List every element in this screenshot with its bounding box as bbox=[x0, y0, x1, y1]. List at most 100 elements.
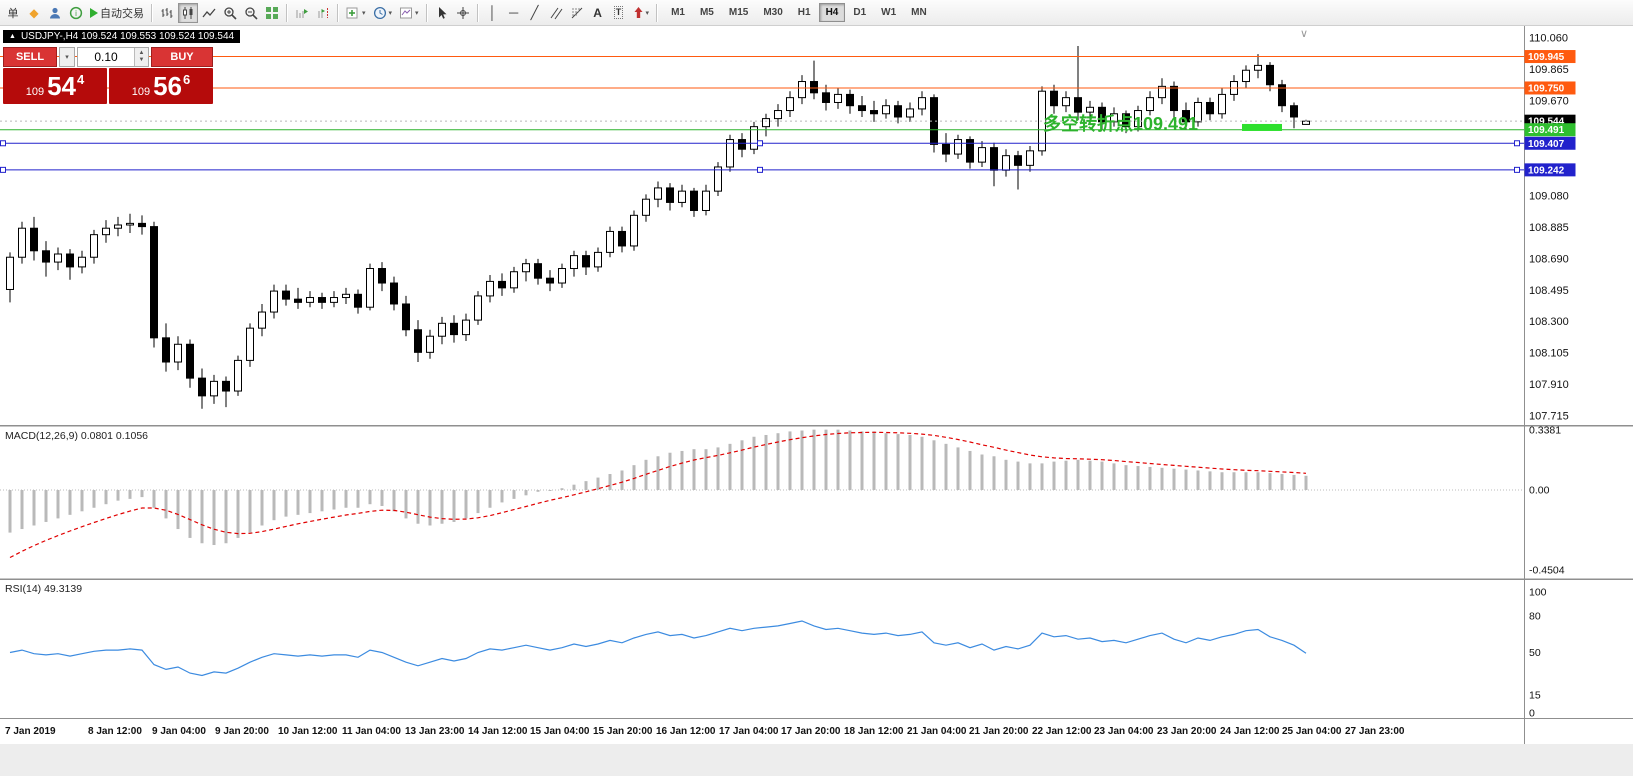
svg-text:27 Jan 23:00: 27 Jan 23:00 bbox=[1345, 726, 1405, 737]
autotrading-label: 自动交易 bbox=[100, 7, 144, 20]
line-chart-button[interactable] bbox=[199, 3, 219, 23]
rsi-pane: 100 80 50 15 0 bbox=[9, 587, 1547, 720]
timeframe-m15[interactable]: M15 bbox=[722, 3, 755, 22]
svg-text:25 Jan 04:00: 25 Jan 04:00 bbox=[1282, 726, 1342, 737]
candlestick-icon bbox=[183, 6, 193, 19]
new-order-button[interactable]: 单 bbox=[3, 3, 23, 23]
chart-shift-button[interactable] bbox=[313, 3, 333, 23]
timeframe-h4[interactable]: H4 bbox=[818, 3, 846, 22]
zoom-out-button[interactable] bbox=[241, 3, 261, 23]
clock-icon bbox=[373, 6, 386, 19]
svg-text:109.750: 109.750 bbox=[1528, 83, 1565, 94]
volume-field: ▲ ▼ bbox=[77, 47, 149, 67]
market-watch-button[interactable]: ◆ bbox=[24, 3, 44, 23]
svg-text:109.491: 109.491 bbox=[1528, 125, 1565, 136]
timeframe-m5[interactable]: M5 bbox=[693, 3, 721, 22]
symbol-collapse-icon[interactable]: ▲ bbox=[9, 33, 16, 40]
sell-button[interactable]: SELL bbox=[3, 47, 57, 67]
arrows-tool-button[interactable]: ▾ bbox=[630, 3, 653, 23]
svg-text:108.105: 108.105 bbox=[1529, 348, 1569, 360]
bid-pipette: 4 bbox=[77, 72, 85, 87]
timeframe-w1[interactable]: W1 bbox=[874, 3, 903, 22]
horizontal-line-tool-button[interactable]: ─ bbox=[504, 3, 524, 23]
svg-text:8 Jan 12:00: 8 Jan 12:00 bbox=[88, 726, 142, 737]
templates-button[interactable]: ▾ bbox=[396, 3, 422, 23]
bid-big-figure: 109 bbox=[25, 86, 45, 98]
info-button[interactable]: i bbox=[66, 3, 86, 23]
svg-text:50: 50 bbox=[1529, 647, 1541, 659]
text-label-icon: T bbox=[613, 6, 624, 19]
zoom-in-button[interactable] bbox=[220, 3, 240, 23]
text-label-tool-button[interactable]: T bbox=[609, 3, 629, 23]
fibonacci-tool-button[interactable] bbox=[567, 3, 587, 23]
volume-stepper[interactable]: ▲ ▼ bbox=[134, 48, 148, 66]
trendline-icon: ╱ bbox=[530, 5, 539, 20]
svg-text:15 Jan 04:00: 15 Jan 04:00 bbox=[530, 726, 590, 737]
caret-down-icon: ▾ bbox=[415, 9, 419, 17]
text-tool-button[interactable]: A bbox=[588, 3, 608, 23]
svg-text:109.080: 109.080 bbox=[1529, 190, 1569, 202]
toolbar: 单 ◆ i 自动交易 bbox=[0, 0, 1633, 26]
trendline-tool-button[interactable]: ╱ bbox=[525, 3, 545, 23]
tile-windows-button[interactable] bbox=[262, 3, 282, 23]
bar-chart-icon bbox=[161, 7, 173, 18]
timeframe-h1[interactable]: H1 bbox=[791, 3, 818, 22]
bar-chart-button[interactable] bbox=[157, 3, 177, 23]
toolbar-separator bbox=[425, 3, 428, 22]
svg-text:17 Jan 04:00: 17 Jan 04:00 bbox=[719, 726, 779, 737]
bid-price-display[interactable]: 109 54 4 bbox=[3, 68, 107, 104]
rsi-line bbox=[9, 620, 1307, 677]
auto-scroll-icon bbox=[296, 8, 308, 18]
timeframe-d1[interactable]: D1 bbox=[846, 3, 873, 22]
volume-input[interactable] bbox=[78, 48, 134, 66]
template-icon bbox=[400, 7, 413, 18]
order-options-button[interactable]: ▾ bbox=[59, 47, 75, 67]
caret-down-icon: ▾ bbox=[645, 9, 650, 17]
stepper-up-icon[interactable]: ▲ bbox=[138, 50, 145, 57]
toolbar-separator bbox=[476, 3, 479, 22]
horizontal-lines[interactable] bbox=[0, 56, 1524, 173]
price-axis[interactable]: 110.060 109.865 109.670 109.080 108.885 108.6… bbox=[1524, 33, 1576, 423]
ask-big-figure: 109 bbox=[131, 86, 151, 98]
timeframe-m30[interactable]: M30 bbox=[756, 3, 789, 22]
caret-down-icon: ▾ bbox=[65, 54, 69, 61]
svg-text:11 Jan 04:00: 11 Jan 04:00 bbox=[342, 726, 401, 737]
svg-text:108.495: 108.495 bbox=[1529, 285, 1569, 297]
channel-tool-button[interactable] bbox=[546, 3, 566, 23]
buy-button[interactable]: BUY bbox=[151, 47, 213, 67]
vertical-line-tool-button[interactable]: │ bbox=[483, 3, 503, 23]
svg-text:7 Jan 2019: 7 Jan 2019 bbox=[5, 726, 56, 737]
svg-text:107.910: 107.910 bbox=[1529, 379, 1569, 391]
timeframe-mn[interactable]: MN bbox=[904, 3, 934, 22]
ask-price-display[interactable]: 109 56 6 bbox=[109, 68, 213, 104]
play-icon bbox=[90, 7, 98, 18]
periods-button[interactable]: ▾ bbox=[370, 3, 396, 23]
timeframe-m1[interactable]: M1 bbox=[664, 3, 692, 22]
chart-shift-icon bbox=[318, 7, 328, 18]
toolbar-separator bbox=[337, 3, 339, 22]
crosshair-button[interactable] bbox=[453, 3, 473, 23]
cursor-button[interactable] bbox=[432, 3, 452, 23]
chart-dropdown-icon[interactable]: ∨ bbox=[1300, 28, 1309, 40]
pivot-annotation: 多空转折点109.491 bbox=[1043, 114, 1199, 134]
svg-text:24 Jan 12:00: 24 Jan 12:00 bbox=[1220, 726, 1280, 737]
svg-text:16 Jan 12:00: 16 Jan 12:00 bbox=[656, 726, 716, 737]
macd-pane: 0.3381 0.00 -0.4504 bbox=[0, 424, 1565, 576]
svg-text:9 Jan 20:00: 9 Jan 20:00 bbox=[215, 726, 269, 737]
chart-canvas[interactable]: 110.060 109.865 109.670 109.080 108.885 108.6… bbox=[0, 26, 1633, 776]
indicators-button[interactable]: ▾ bbox=[343, 3, 369, 23]
svg-text:0: 0 bbox=[1529, 708, 1535, 720]
stepper-down-icon[interactable]: ▼ bbox=[138, 57, 145, 63]
candlestick-chart-button[interactable] bbox=[178, 2, 198, 23]
time-axis[interactable]: 7 Jan 2019 8 Jan 12:00 9 Jan 04:00 9 Jan 20… bbox=[5, 726, 1405, 737]
auto-scroll-button[interactable] bbox=[292, 3, 312, 23]
autotrading-button[interactable]: 自动交易 bbox=[87, 3, 147, 23]
svg-text:80: 80 bbox=[1529, 611, 1541, 623]
svg-text:-0.4504: -0.4504 bbox=[1529, 564, 1565, 576]
svg-text:108.885: 108.885 bbox=[1529, 222, 1569, 234]
svg-text:109.407: 109.407 bbox=[1528, 139, 1565, 150]
ask-pips: 56 bbox=[153, 71, 183, 101]
rsi-indicator-label: RSI(14) 49.3139 bbox=[5, 583, 83, 595]
profile-button[interactable] bbox=[45, 3, 65, 23]
